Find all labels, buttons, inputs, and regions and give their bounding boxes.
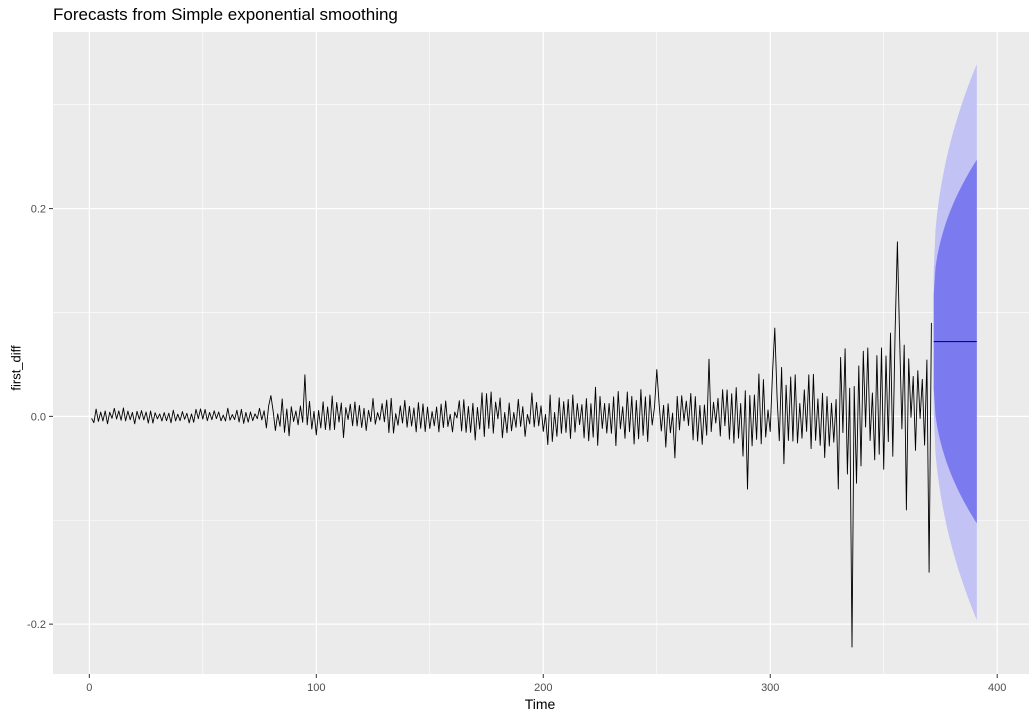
x-tick-label: 400 bbox=[988, 682, 1006, 694]
x-tick-label: 200 bbox=[534, 682, 552, 694]
x-axis-label: Time bbox=[524, 696, 556, 712]
x-tick-label: 300 bbox=[761, 682, 779, 694]
y-tick-label: 0.2 bbox=[31, 204, 46, 216]
plot-panel bbox=[53, 32, 1029, 674]
x-tick-label: 100 bbox=[307, 682, 325, 694]
y-tick-label: -0.2 bbox=[27, 619, 46, 631]
x-tick-label: 0 bbox=[86, 682, 92, 694]
observed-series-line bbox=[91, 241, 932, 648]
chart-title: Forecasts from Simple exponential smooth… bbox=[53, 5, 398, 24]
y-tick-label: 0.0 bbox=[31, 411, 46, 423]
